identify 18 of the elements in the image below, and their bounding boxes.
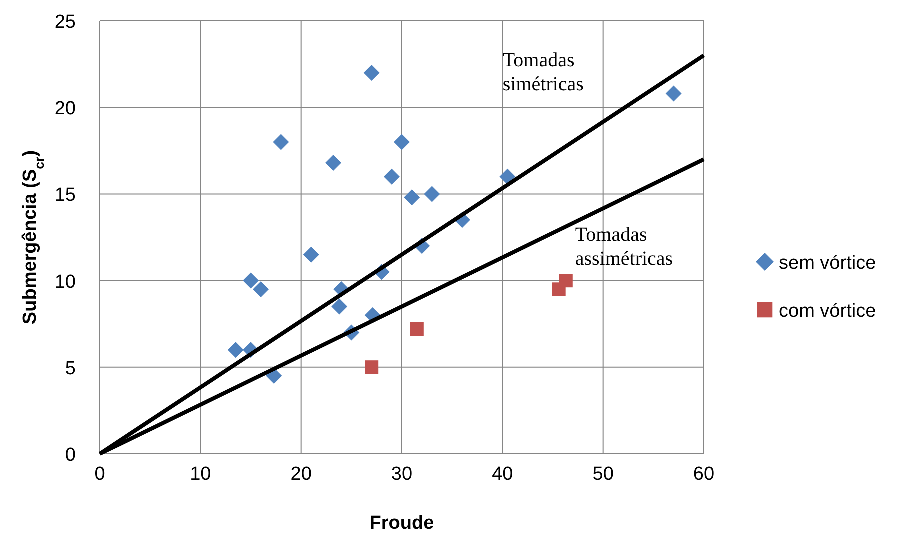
- y-tick-label: 0: [65, 445, 76, 466]
- y-tick-label: 15: [54, 185, 76, 206]
- annotation: Tomadas simétricas: [502, 49, 584, 96]
- y-tick-label: 10: [54, 272, 76, 293]
- legend-label: com vórtice: [779, 301, 876, 322]
- x-tick-label: 50: [592, 464, 614, 485]
- y-tick-label: 25: [54, 12, 76, 33]
- x-tick-label: 40: [492, 464, 514, 485]
- x-tick-label: 0: [94, 464, 106, 485]
- annotation: Tomadas assimétricas: [575, 224, 674, 270]
- x-tick-label: 10: [190, 464, 212, 485]
- x-tick-label: 20: [290, 464, 312, 485]
- x-axis-title: Froude: [370, 513, 434, 534]
- y-tick-label: 5: [65, 358, 76, 380]
- x-tick-label: 60: [693, 464, 715, 485]
- x-tick-label: 30: [391, 464, 413, 485]
- y-tick-label: 20: [54, 98, 76, 120]
- legend-label: sem vórtice: [779, 253, 876, 274]
